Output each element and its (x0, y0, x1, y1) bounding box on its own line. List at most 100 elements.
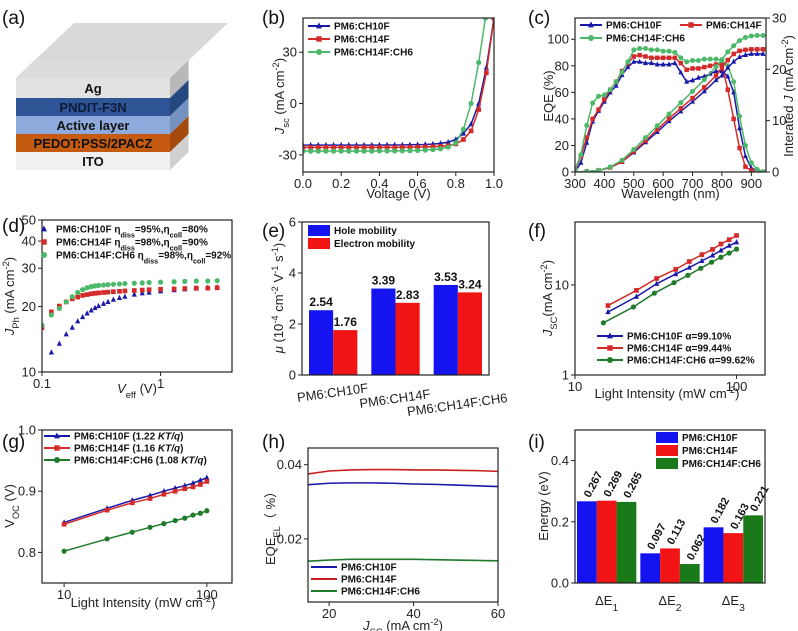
data-point (625, 59, 631, 65)
y-axis-label: Energy (eV) (536, 471, 551, 540)
bar (679, 564, 700, 583)
data-point (110, 281, 117, 287)
data-point (584, 168, 590, 172)
bar (596, 500, 617, 583)
data-point (613, 82, 619, 88)
data-point (193, 278, 199, 284)
data-point (678, 108, 684, 114)
data-point (92, 290, 98, 296)
legend-label: PM6:CH14F:CH6 (341, 587, 420, 598)
data-point (193, 285, 199, 291)
data-point (399, 148, 405, 154)
data-point (690, 66, 695, 71)
data-point (460, 130, 467, 136)
data-point (190, 484, 196, 490)
data-point (713, 64, 719, 70)
data-point (695, 57, 701, 63)
x-tick-label: 100 (726, 379, 748, 394)
data-point (197, 510, 203, 516)
data-point (699, 257, 705, 263)
data-point (61, 548, 67, 554)
data-point (122, 288, 128, 294)
data-point (578, 152, 584, 158)
data-point (737, 48, 742, 54)
data-point (445, 139, 451, 145)
bar (660, 548, 680, 583)
data-point (48, 312, 54, 318)
legend-marker (607, 345, 613, 351)
data-point (654, 61, 660, 67)
data-point (749, 168, 754, 172)
data-point (214, 285, 220, 291)
legend-marker (41, 252, 47, 258)
plot-frame (41, 429, 233, 584)
legend: PM6:CH10F α=99.10%PM6:CH14F α=99.44%PM6:… (597, 332, 755, 367)
data-point (139, 290, 145, 296)
series-line-2 (308, 558, 498, 562)
chart-i: 0.2670.2690.2650.0970.1130.0620.1820.163… (536, 429, 772, 614)
data-label: 0.221 (748, 484, 772, 514)
legend-marker (688, 22, 694, 28)
data-point (731, 51, 736, 57)
data-point (701, 77, 707, 83)
legend-swatch (308, 225, 330, 236)
legend-marker (588, 35, 594, 41)
data-point (399, 144, 405, 150)
data-point (214, 278, 220, 284)
data-point (117, 288, 122, 294)
data-point (742, 142, 748, 148)
legend-label: PM6:CH14F (334, 35, 390, 46)
data-point (760, 47, 766, 52)
data-point (619, 157, 625, 163)
x-tick-label: 500 (623, 176, 645, 191)
y-tick-label: 0.9 (18, 484, 36, 499)
x-tick-label: 1 (157, 376, 164, 391)
bar (371, 288, 396, 375)
x-axis-label: Voltage (V) (366, 186, 430, 201)
data-point (116, 294, 123, 301)
data-point (129, 529, 135, 535)
plot-area (303, 18, 494, 154)
data-point (760, 169, 766, 172)
legend-label: PM6:CH10F (606, 21, 662, 32)
data-point (63, 331, 69, 337)
legend-label: PM6:CH10F ηdiss=95%,ηcoll=80% (56, 225, 208, 240)
data-point (131, 280, 137, 286)
legend-label: PM6:CH10F (334, 22, 390, 33)
data-point (361, 148, 367, 154)
data-point (129, 500, 135, 506)
y-tick-label: 10 (22, 365, 36, 380)
data-point (710, 247, 715, 252)
legend-label: PM6:CH14F (682, 446, 738, 457)
data-point (690, 88, 696, 94)
series-line-2 (303, 18, 487, 152)
data-point (699, 252, 705, 257)
data-point (725, 49, 731, 55)
series-line-0 (308, 482, 498, 488)
data-point (111, 289, 116, 295)
bar (433, 284, 458, 375)
legend-label: PM6:CH14F:CH6 (606, 34, 685, 45)
data-point (346, 145, 352, 150)
data-point (80, 287, 86, 293)
data-point (613, 79, 619, 85)
data-point (308, 145, 313, 150)
data-point (731, 43, 737, 49)
data-point (660, 61, 666, 67)
layer-front (16, 134, 170, 152)
data-point (205, 278, 211, 284)
data-point (709, 252, 716, 258)
data-point (190, 480, 196, 486)
y-tick-label: 0 (289, 368, 296, 383)
data-point (748, 160, 754, 166)
data-point (338, 145, 344, 150)
y-tick-label: 4 (289, 266, 296, 281)
legend-label: PM6:CH14F α=99.44% (627, 344, 731, 355)
x-axis-label: Veff (V) (117, 381, 157, 400)
data-point (139, 280, 145, 286)
series-line-2 (63, 510, 208, 552)
data-point (415, 147, 421, 154)
